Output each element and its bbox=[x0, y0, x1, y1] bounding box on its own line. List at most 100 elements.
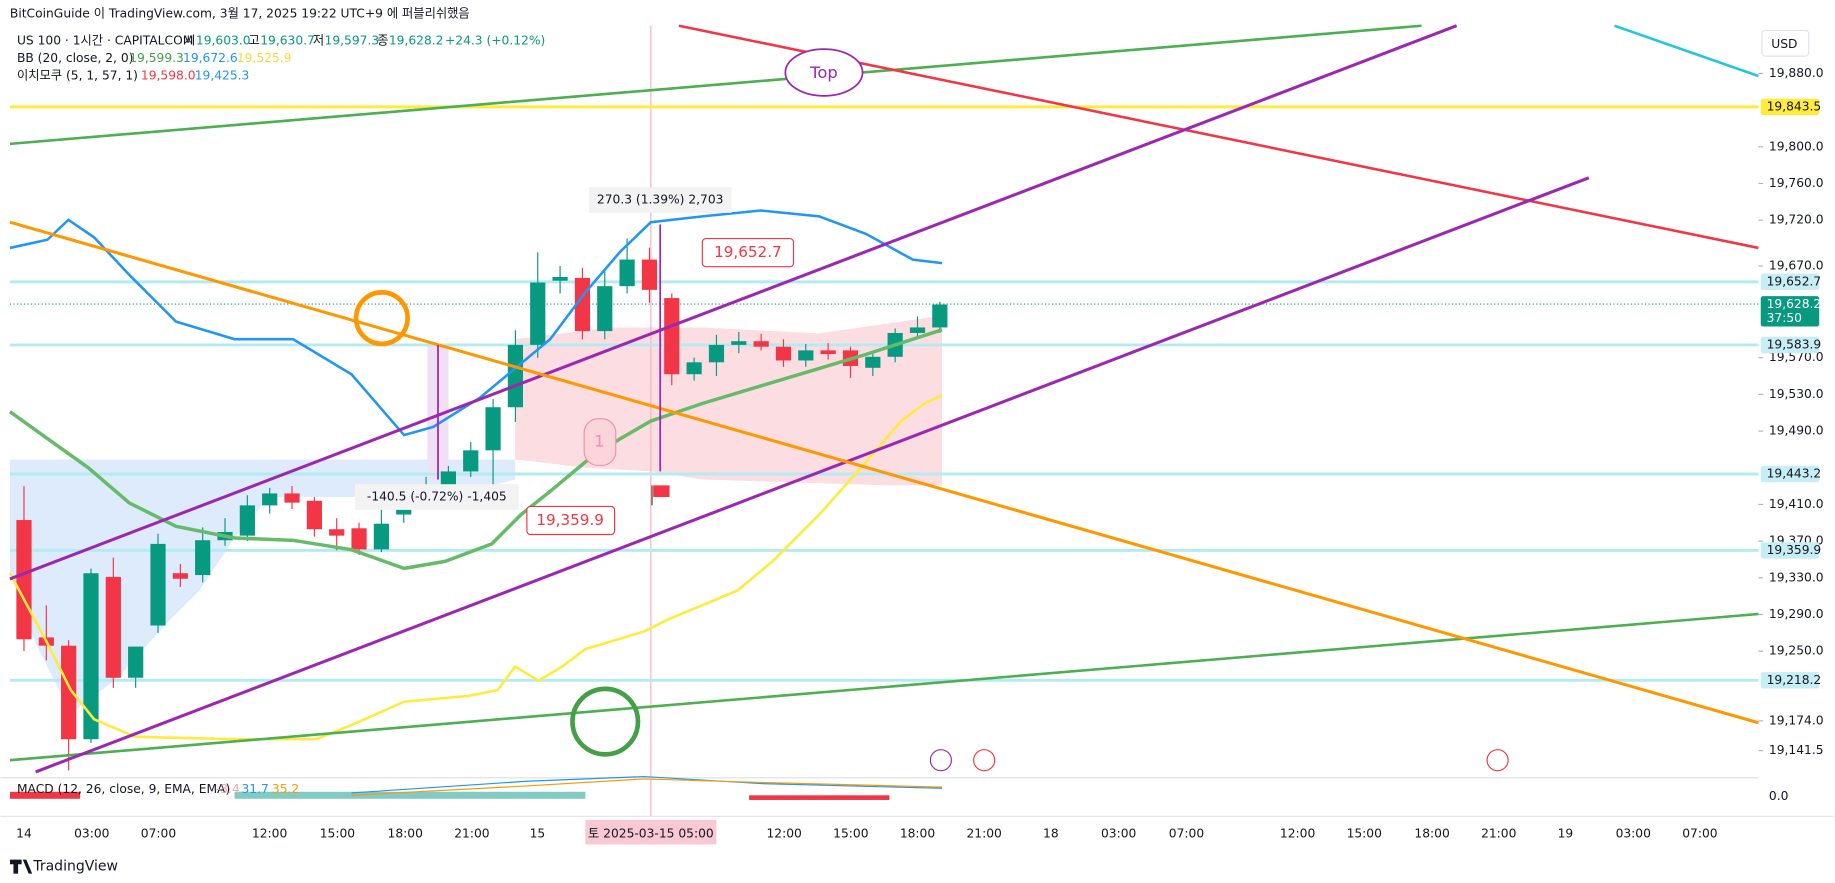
candle-body bbox=[686, 362, 702, 375]
price-tag-label: 19,583.9 bbox=[1767, 337, 1822, 351]
macd-pane: MACD (12, 26, close, 9, EMA, EMA) -3.4 3… bbox=[0, 775, 1788, 803]
candle-body bbox=[128, 646, 144, 678]
y-tick-label: 19,330.0 bbox=[1769, 570, 1824, 584]
count-badge bbox=[583, 418, 617, 467]
header: BitCoinGuide 이 TradingView.com, 3월 17, 2… bbox=[10, 6, 545, 83]
channel-line bbox=[9, 24, 1458, 581]
macd-value: 31.7 bbox=[242, 782, 269, 796]
macd-line bbox=[351, 775, 943, 794]
cursor-box bbox=[585, 819, 717, 845]
trendline bbox=[9, 24, 1422, 146]
candle-body bbox=[597, 286, 613, 332]
macd-legend: MACD (12, 26, close, 9, EMA, EMA) bbox=[17, 782, 230, 796]
trendline bbox=[9, 220, 1759, 725]
y-tick-label: 19,174.0 bbox=[1769, 713, 1824, 727]
callout bbox=[526, 505, 616, 536]
emoji bbox=[353, 290, 410, 347]
y-tick-label: 19,530.0 bbox=[1769, 387, 1824, 401]
brand: TradingView bbox=[32, 859, 118, 875]
cursor-label: 토 2025-03-15 05:00 bbox=[588, 826, 714, 840]
x-tick-label: 12:00 bbox=[252, 826, 287, 840]
callout-label: 19,359.9 bbox=[536, 511, 604, 529]
x-tick-label: 19 bbox=[1558, 826, 1574, 840]
x-tick-label: 03:00 bbox=[1616, 826, 1651, 840]
x-tick-label: 07:00 bbox=[1169, 826, 1204, 840]
y-tick-label: 19,670.0 bbox=[1769, 259, 1824, 273]
x-tick-label: 18:00 bbox=[900, 826, 935, 840]
x-tick-label: 21:00 bbox=[454, 826, 489, 840]
ichimoku-value: 19,425.3 bbox=[195, 69, 250, 83]
candle-body bbox=[351, 528, 367, 550]
speech-bubble bbox=[784, 48, 864, 97]
candle-body bbox=[619, 259, 635, 287]
measure-box bbox=[354, 484, 519, 510]
price-tag-label: 19,652.7 bbox=[1767, 274, 1822, 288]
y-axis: 19,880.0 19,800.0 19,760.0 19,720.0 19,670.0… bbox=[1758, 66, 1824, 757]
annotations: -140.5 (-0.72%) -1,405 270.3 (1.39%) 2,7… bbox=[353, 48, 1509, 772]
price-tag bbox=[1760, 542, 1820, 559]
levels bbox=[9, 105, 1759, 682]
candle-body bbox=[641, 259, 658, 290]
candle-body bbox=[932, 304, 948, 328]
ichimoku-cloud bbox=[515, 315, 943, 486]
signal-line bbox=[351, 778, 943, 796]
count-label: 1 bbox=[594, 432, 604, 451]
candle-body bbox=[664, 298, 680, 375]
bb-lower bbox=[8, 394, 943, 741]
price-tag-label: 19,843.5 bbox=[1767, 99, 1822, 113]
macd-histogram bbox=[234, 791, 586, 799]
candle-body bbox=[708, 344, 725, 363]
candle-body bbox=[83, 573, 99, 740]
candle-body bbox=[865, 356, 881, 368]
ohlc-value: 19,630.7 bbox=[260, 33, 315, 47]
candle-body bbox=[731, 341, 747, 345]
currency-box bbox=[1761, 29, 1810, 57]
event-icon bbox=[973, 749, 996, 772]
candle-body bbox=[753, 341, 769, 347]
x-tick-label: 21:00 bbox=[966, 826, 1001, 840]
y-tick-label: 19,570.0 bbox=[1769, 350, 1824, 364]
price-tag-timer: 37:50 bbox=[1767, 311, 1802, 325]
publish-info: BitCoinGuide 이 TradingView.com, 3월 17, 2… bbox=[10, 6, 470, 21]
y-tick-label: 19,720.0 bbox=[1769, 213, 1824, 227]
candle-body bbox=[105, 576, 121, 678]
ohlc-label: 시 bbox=[184, 33, 195, 47]
logo bbox=[9, 859, 33, 874]
candle-body bbox=[775, 346, 792, 361]
ichimoku-legend: 이치모쿠 (5, 1, 57, 1) bbox=[17, 69, 138, 83]
candles bbox=[16, 238, 948, 771]
callout bbox=[701, 238, 795, 268]
candle-body bbox=[195, 540, 211, 576]
ohlc-value: 19,603.0 bbox=[196, 33, 251, 47]
measure-box bbox=[588, 187, 732, 213]
price-tag bbox=[1760, 672, 1820, 689]
macd-value: 35.2 bbox=[272, 782, 299, 796]
x-tick-label: 12:00 bbox=[766, 826, 801, 840]
candle-body bbox=[306, 500, 322, 530]
candle-body bbox=[284, 493, 300, 503]
y-tick-label: 19,490.0 bbox=[1769, 424, 1824, 438]
price-tag-label: 19,628.2 bbox=[1767, 297, 1822, 311]
event-icon bbox=[929, 749, 953, 772]
x-tick-label: 03:00 bbox=[74, 826, 109, 840]
callout-label: 19,652.7 bbox=[714, 243, 782, 261]
y-tick-label: 19,410.0 bbox=[1769, 497, 1824, 511]
x-tick-label: 03:00 bbox=[1101, 826, 1136, 840]
ichimoku-value: 19,598.0 bbox=[141, 69, 196, 83]
candle-body bbox=[463, 450, 479, 472]
x-tick-label: 18:00 bbox=[388, 826, 423, 840]
x-tick-label: 14 bbox=[16, 826, 32, 840]
macd-value: -3.4 bbox=[216, 782, 240, 796]
price-tag bbox=[1760, 98, 1820, 116]
bb-value: 19,599.3 bbox=[129, 51, 184, 65]
candle-body bbox=[150, 543, 166, 626]
candle-body bbox=[485, 407, 501, 451]
channel-line bbox=[35, 176, 1590, 774]
x-tick-label: 18:00 bbox=[1414, 826, 1449, 840]
candle-body bbox=[329, 529, 345, 536]
price-tag-label: 19,359.9 bbox=[1767, 543, 1822, 557]
candle-body bbox=[552, 277, 568, 281]
bubble-label: Top bbox=[809, 63, 838, 82]
price-tag bbox=[1760, 296, 1820, 327]
price-tag-label: 19,218.2 bbox=[1767, 673, 1822, 687]
